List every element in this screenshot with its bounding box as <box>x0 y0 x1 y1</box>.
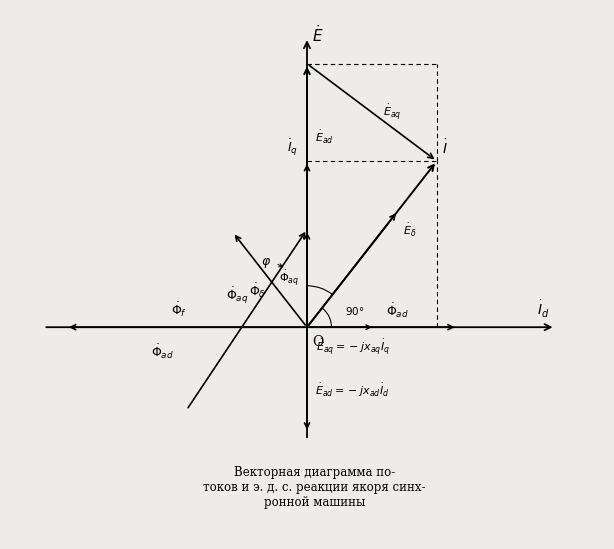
Text: O: O <box>313 335 324 349</box>
Text: $90°$: $90°$ <box>344 305 364 317</box>
Text: $\dot{E}$: $\dot{E}$ <box>313 24 324 45</box>
Text: $\dot{I}_q$: $\dot{I}_q$ <box>287 137 298 158</box>
Text: $\dot{\Phi}_{ad}$: $\dot{\Phi}_{ad}$ <box>386 301 409 320</box>
Text: $\dot{\Phi}_{ad}$: $\dot{\Phi}_{ad}$ <box>151 342 174 361</box>
Text: $\dot{\Phi}_{aq}$: $\dot{\Phi}_{aq}$ <box>227 285 249 306</box>
Text: $\dot{E}_{ad}=-jx_{ad}\dot{I}_d$: $\dot{E}_{ad}=-jx_{ad}\dot{I}_d$ <box>314 382 389 399</box>
Text: $\dot{\Phi}_{aq}$: $\dot{\Phi}_{aq}$ <box>279 268 300 288</box>
Text: $\varphi$: $\varphi$ <box>260 256 271 270</box>
Text: $\dot{\Phi}_f$: $\dot{\Phi}_f$ <box>171 300 187 319</box>
Text: Векторная диаграмма по-
токов и э. д. с. реакции якоря синх-
ронной машины: Векторная диаграмма по- токов и э. д. с.… <box>203 467 426 509</box>
Text: $\dot{E}_{aq}=-jx_{aq}\dot{I}_q$: $\dot{E}_{aq}=-jx_{aq}\dot{I}_q$ <box>316 338 391 357</box>
Text: $\dot{I}$: $\dot{I}$ <box>442 139 448 158</box>
Text: $\dot{E}_\delta$: $\dot{E}_\delta$ <box>403 221 417 239</box>
Text: $\dot{I}_d$: $\dot{I}_d$ <box>537 299 550 320</box>
Text: $\dot{E}_{ad}$: $\dot{E}_{ad}$ <box>314 129 333 146</box>
Text: $\dot{E}_{aq}$: $\dot{E}_{aq}$ <box>383 103 402 122</box>
Text: $\dot{\Phi}_\delta$: $\dot{\Phi}_\delta$ <box>249 281 266 300</box>
